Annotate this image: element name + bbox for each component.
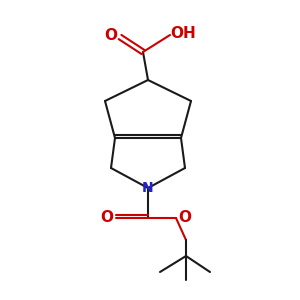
Text: OH: OH: [170, 26, 196, 41]
Text: O: O: [178, 211, 191, 226]
Text: O: O: [100, 211, 113, 226]
Text: N: N: [142, 181, 154, 195]
Text: O: O: [104, 28, 118, 44]
